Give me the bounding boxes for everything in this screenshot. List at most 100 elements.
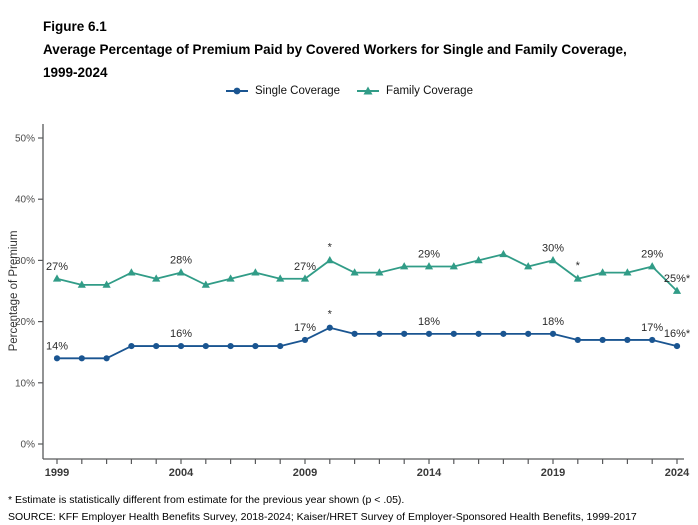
chart-legend: Single Coverage Family Coverage <box>0 85 698 97</box>
data-point-family <box>499 249 508 258</box>
y-tick-label: 0% <box>21 440 36 451</box>
data-point-family <box>573 274 582 282</box>
data-point-family <box>102 280 111 288</box>
data-label: 27% <box>46 261 68 273</box>
data-point-single <box>401 330 408 337</box>
data-point-family <box>648 262 657 270</box>
figure-title: Average Percentage of Premium Paid by Co… <box>43 42 627 57</box>
data-point-single <box>301 336 309 344</box>
data-point-single <box>103 355 110 362</box>
significance-asterisk: * <box>328 241 333 253</box>
data-label: 28% <box>170 255 192 267</box>
x-tick-label: 1999 <box>45 467 69 479</box>
significance-asterisk: * <box>576 260 581 272</box>
data-point-single <box>326 324 333 331</box>
legend-label-single: Single Coverage <box>255 85 341 97</box>
data-label: 18% <box>418 316 440 328</box>
data-point-family <box>474 256 483 264</box>
data-label: 29% <box>641 249 663 261</box>
y-tick-label: 20% <box>15 317 35 328</box>
data-label: 14% <box>46 340 68 352</box>
data-point-single <box>53 355 61 362</box>
data-point-single <box>673 342 681 350</box>
data-point-family <box>77 280 86 288</box>
data-point-single <box>549 330 557 337</box>
data-point-single <box>351 330 358 337</box>
data-point-family <box>127 268 136 276</box>
data-point-family <box>152 274 161 282</box>
data-point-single <box>624 336 631 344</box>
y-tick-label: 10% <box>15 378 35 389</box>
footnote-source: SOURCE: KFF Employer Health Benefits Sur… <box>8 511 637 523</box>
y-tick-label: 30% <box>15 256 35 267</box>
data-point-single <box>525 330 532 337</box>
data-point-family <box>598 268 607 276</box>
data-point-single <box>599 336 606 344</box>
single-coverage-line <box>57 326 678 360</box>
data-label: 25%* <box>664 273 691 285</box>
footnote-significance: * Estimate is statistically different fr… <box>8 494 405 506</box>
single-coverage-marker-icon <box>226 87 249 95</box>
legend-item-single: Single Coverage <box>225 85 340 97</box>
data-point-family <box>276 274 285 282</box>
data-label: 17% <box>641 322 663 334</box>
data-point-family <box>424 262 434 270</box>
data-point-single <box>450 330 457 337</box>
data-point-single <box>252 342 259 350</box>
x-tick-label: 2024 <box>665 467 690 479</box>
data-point-single <box>153 342 160 350</box>
figure-number: Figure 6.1 <box>43 19 107 34</box>
data-point-single <box>425 330 433 337</box>
data-point-family <box>400 262 409 270</box>
data-point-family <box>201 280 210 288</box>
data-point-single <box>475 330 482 337</box>
data-point-family <box>350 268 359 276</box>
data-point-single <box>574 336 581 344</box>
data-point-single <box>500 330 507 337</box>
data-point-family <box>52 274 62 282</box>
data-point-family <box>176 268 186 276</box>
data-label: 16%* <box>664 328 691 340</box>
data-point-single <box>649 336 656 344</box>
data-point-family <box>623 268 632 276</box>
data-label: 29% <box>418 249 440 261</box>
footnotes: * Estimate is statistically different fr… <box>8 492 696 525</box>
family-coverage-marker-icon <box>357 86 380 95</box>
data-point-single <box>202 342 209 350</box>
data-label: 16% <box>170 328 192 340</box>
data-point-single <box>177 342 185 350</box>
data-point-family <box>548 256 558 264</box>
data-point-family <box>524 262 533 270</box>
legend-label-family: Family Coverage <box>386 85 473 97</box>
x-tick-label: 2009 <box>293 467 317 479</box>
data-point-family <box>449 262 458 270</box>
x-tick-label: 2014 <box>417 467 442 479</box>
data-point-family <box>672 286 682 294</box>
figure-title-years: 1999-2024 <box>43 65 108 80</box>
data-point-family <box>226 274 235 282</box>
significance-asterisk: * <box>328 309 333 321</box>
data-label: 18% <box>542 316 564 328</box>
data-point-family <box>325 256 334 264</box>
x-tick-label: 2019 <box>541 467 565 479</box>
data-point-single <box>128 342 135 350</box>
y-tick-label: 50% <box>15 134 35 145</box>
data-label: 27% <box>294 261 316 273</box>
family-coverage-line <box>56 253 678 292</box>
figure-title-block: Figure 6.1 Average Percentage of Premium… <box>43 15 673 84</box>
legend-item-family: Family Coverage <box>356 85 473 97</box>
data-label: 30% <box>542 242 564 254</box>
data-point-single <box>227 342 234 350</box>
x-tick-label: 2004 <box>169 467 194 479</box>
data-point-single <box>78 355 85 362</box>
data-label: 17% <box>294 322 316 334</box>
data-point-family <box>300 274 310 282</box>
data-point-single <box>376 330 383 337</box>
data-point-single <box>277 342 284 350</box>
data-point-family <box>251 268 260 276</box>
y-axis-title: Percentage of Premium <box>8 231 20 352</box>
y-tick-label: 40% <box>15 195 35 206</box>
data-point-family <box>375 268 384 276</box>
